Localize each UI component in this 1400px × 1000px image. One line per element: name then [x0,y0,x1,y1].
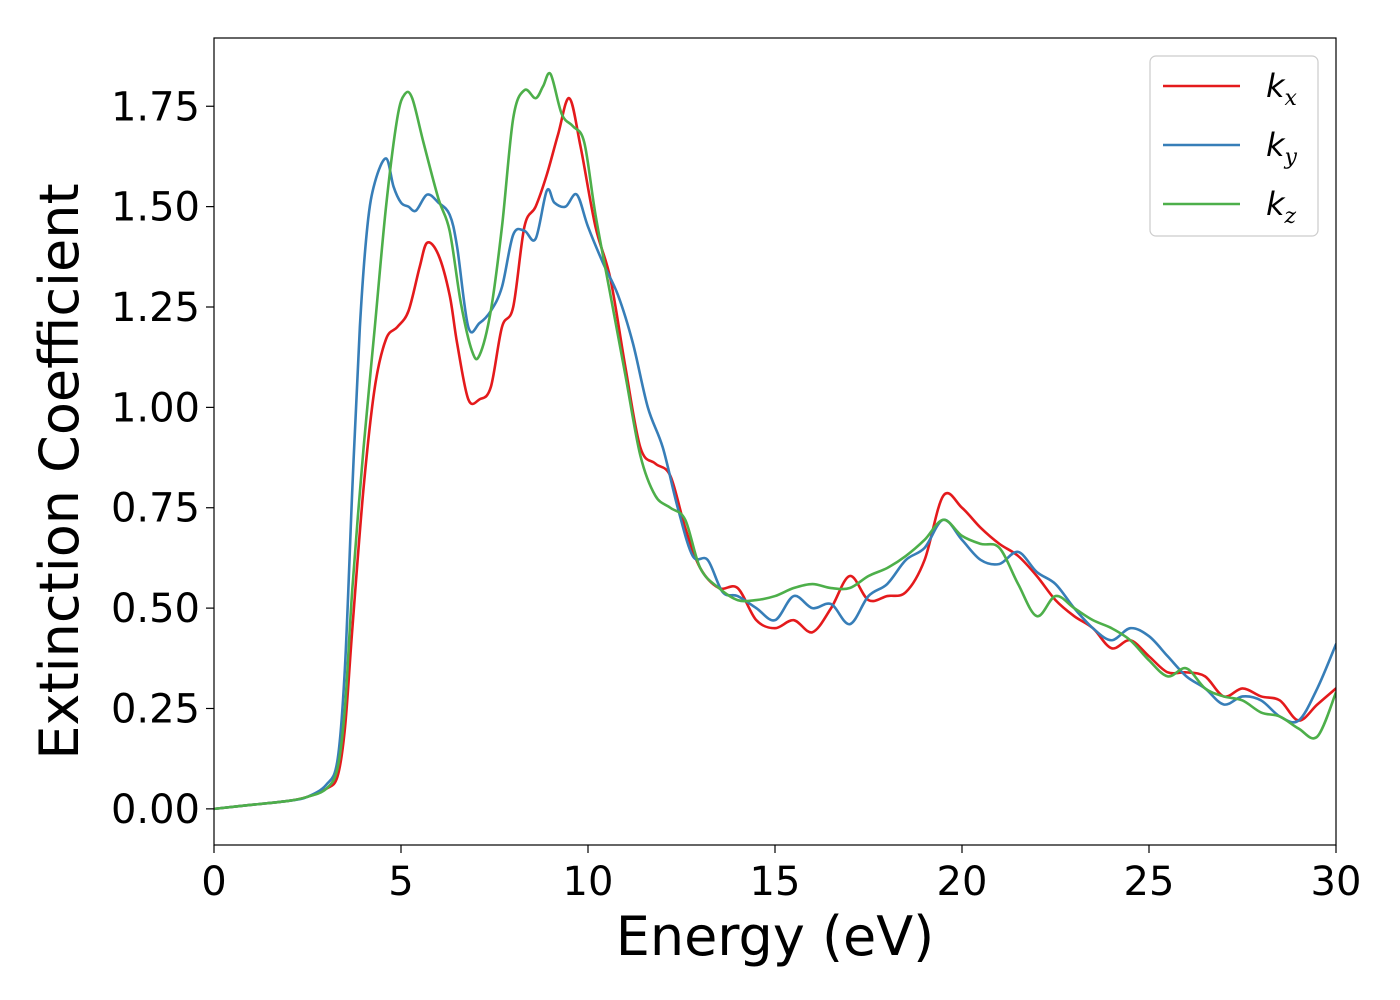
y-tick-label: 0.25 [111,686,200,732]
y-tick-label: 1.00 [111,385,200,431]
x-tick-label: 20 [937,859,988,905]
y-tick-label: 0.50 [111,586,200,632]
legend-label: kz [1266,185,1297,229]
series-line-kz [214,71,1336,811]
x-tick-label: 25 [1124,859,1175,905]
x-tick-label: 10 [563,859,614,905]
x-tick-label: 0 [201,859,226,905]
y-tick-label: 0.75 [111,486,200,532]
y-tick-label: 1.50 [111,185,200,231]
y-axis: 0.00 0.25 0.50 0.75 1.00 1.25 1.50 1.75 [111,84,214,833]
y-axis-title: Extinction Coefficient [28,183,91,759]
legend-label: ky [1266,126,1298,170]
y-tick-label: 1.75 [111,84,200,130]
x-axis-title: Energy (eV) [616,905,935,968]
legend: kx ky kz [1149,55,1319,237]
x-axis: 0 5 10 15 20 25 30 [201,845,1361,905]
y-tick-label: 0.00 [111,787,200,833]
x-tick-label: 15 [750,859,801,905]
plot-area [214,71,1336,811]
x-tick-label: 30 [1311,859,1362,905]
x-tick-label: 5 [388,859,413,905]
legend-label: kx [1266,67,1298,111]
series-line-ky [214,157,1336,811]
y-tick-label: 1.25 [111,285,200,331]
